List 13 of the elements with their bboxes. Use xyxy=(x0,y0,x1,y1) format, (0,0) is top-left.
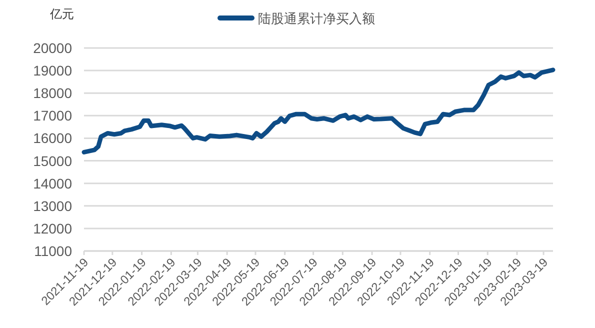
y-tick-label: 18000 xyxy=(33,85,72,102)
y-tick-label: 12000 xyxy=(33,220,72,236)
y-tick-label: 11000 xyxy=(34,243,72,259)
legend-label: 陆股通累计净买入额 xyxy=(258,11,375,26)
y-tick-label: 19000 xyxy=(33,62,72,79)
y-tick-label: 20000 xyxy=(33,40,72,56)
y-tick-label: 17000 xyxy=(33,108,72,124)
y-axis-title: 亿元 xyxy=(49,7,74,21)
line-series xyxy=(82,68,556,154)
y-tick-label: 16000 xyxy=(33,130,72,146)
y-tick-label: 13000 xyxy=(33,198,72,214)
y-tick-label: 14000 xyxy=(33,175,72,192)
y-tick-label: 15000 xyxy=(33,152,72,169)
